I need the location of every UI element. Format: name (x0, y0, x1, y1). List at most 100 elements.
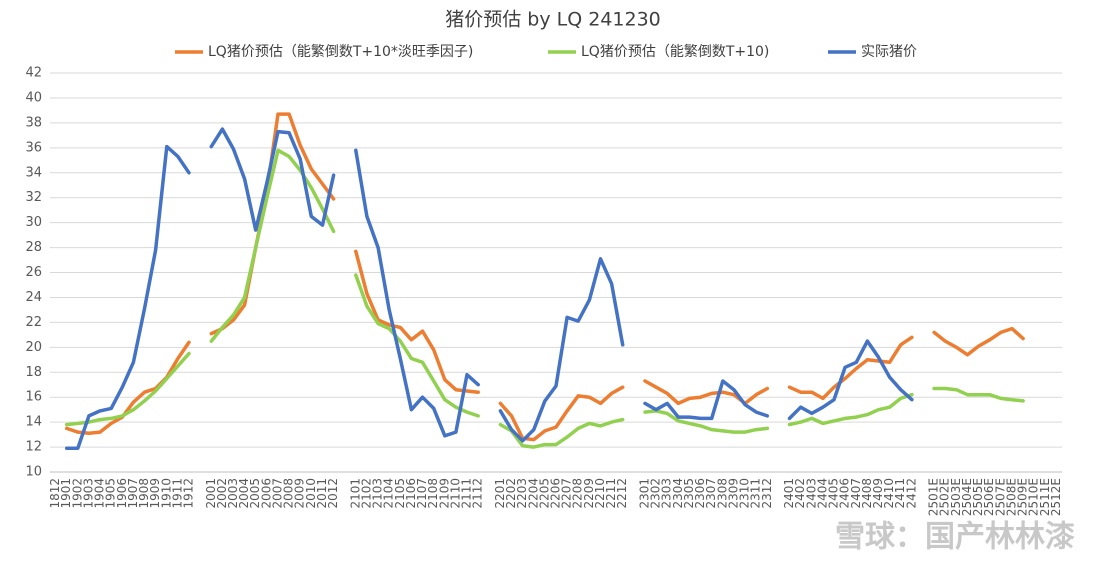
x-tick-label: 2411 (893, 478, 907, 509)
x-tick-label: 2502E (938, 478, 952, 516)
x-tick-label: 2309 (726, 478, 740, 509)
y-tick-label: 20 (25, 340, 42, 355)
x-tick-label: 2209 (582, 478, 596, 509)
x-tick-label: 2402 (793, 478, 807, 509)
y-tick-label: 24 (25, 290, 42, 305)
y-tick-label: 34 (25, 165, 42, 180)
x-tick-label: 2408 (860, 478, 874, 509)
x-tick-label: 2004 (237, 478, 251, 509)
x-tick-label: 2111 (460, 478, 474, 509)
y-tick-label: 18 (25, 365, 42, 380)
legend-label: LQ猪价预估（能繁倒数T+10) (581, 44, 769, 60)
x-tick-label: 2011 (315, 478, 329, 509)
x-tick-label: 2404 (815, 478, 829, 509)
x-tick-label: 2310 (738, 478, 752, 509)
x-tick-label: 2208 (571, 478, 585, 509)
x-tick-label: 2101 (348, 478, 362, 509)
x-tick-label: 2003 (226, 478, 240, 509)
x-tick-label: 2104 (382, 478, 396, 509)
x-tick-label: 2211 (604, 478, 618, 509)
x-tick-label: 2103 (371, 478, 385, 509)
x-tick-label: 2203 (515, 478, 529, 509)
legend-label: LQ猪价预估（能繁倒数T+10*淡旺季因子) (208, 44, 473, 60)
x-tick-label: 2407 (849, 478, 863, 509)
x-tick-label: 2102 (359, 478, 373, 509)
x-tick-label: 2409 (871, 478, 885, 509)
x-tick-label: 2405 (827, 478, 841, 509)
x-tick-label: 1909 (148, 478, 162, 509)
x-tick-label: 2108 (426, 478, 440, 509)
x-tick-label: 2507E (993, 478, 1007, 516)
x-tick-label: 2107 (415, 478, 429, 509)
x-tick-label: 2505E (971, 478, 985, 516)
y-tick-label: 22 (25, 315, 42, 330)
x-tick-label: 2012 (326, 478, 340, 509)
x-tick-label: 2002 (215, 478, 229, 509)
x-tick-label: 2008 (282, 478, 296, 509)
x-tick-label: 2305 (682, 478, 696, 509)
x-tick-label: 2007 (270, 478, 284, 509)
x-tick-label: 2106 (404, 478, 418, 509)
x-tick-label: 2403 (804, 478, 818, 509)
x-tick-label: 2406 (838, 478, 852, 509)
x-tick-label: 2206 (549, 478, 563, 509)
x-tick-label: 2109 (437, 478, 451, 509)
y-tick-label: 10 (25, 465, 42, 480)
x-tick-label: 2508E (1004, 478, 1018, 516)
x-tick-label: 2105 (393, 478, 407, 509)
x-tick-label: 1812 (48, 478, 62, 509)
x-tick-label: 2302 (649, 478, 663, 509)
x-tick-label: 2210 (593, 478, 607, 509)
x-tick-label: 1911 (170, 478, 184, 509)
x-tick-label: 1901 (59, 478, 73, 509)
x-tick-label: 2511E (1038, 478, 1052, 516)
y-tick-label: 14 (25, 415, 42, 430)
chart-title: 猪价预估 by LQ 241230 (445, 9, 661, 31)
x-tick-label: 2009 (293, 478, 307, 509)
x-tick-label: 2001 (204, 478, 218, 509)
x-tick-label: 2010 (304, 478, 318, 509)
x-tick-label: 2504E (960, 478, 974, 516)
legend-label: 实际猪价 (861, 44, 917, 60)
x-tick-label: 1908 (137, 478, 151, 509)
x-tick-label: 2509E (1016, 478, 1030, 516)
series-line (64, 112, 1025, 442)
y-tick-label: 26 (25, 265, 42, 280)
x-tick-label: 1903 (81, 478, 95, 509)
x-tick-label: 2005 (248, 478, 262, 509)
x-tick-label: 2212 (615, 478, 629, 509)
x-tick-label: 2110 (448, 478, 462, 509)
x-tick-label: 2506E (982, 478, 996, 516)
series-line (64, 148, 1025, 449)
x-tick-label: 2311 (749, 478, 763, 509)
x-tick-label: 1905 (104, 478, 118, 509)
x-tick-label: 2312 (760, 478, 774, 509)
x-tick-label: 1906 (115, 478, 129, 509)
x-tick-label: 2512E (1049, 478, 1063, 516)
y-tick-label: 28 (25, 240, 42, 255)
y-tick-label: 40 (25, 90, 42, 105)
x-tick-label: 1910 (159, 478, 173, 509)
x-tick-label: 2204 (526, 478, 540, 509)
y-tick-label: 38 (25, 115, 42, 130)
y-tick-label: 36 (25, 140, 42, 155)
x-tick-label: 1902 (70, 478, 84, 509)
x-tick-label: 2201 (493, 478, 507, 509)
x-tick-label: 2303 (660, 478, 674, 509)
x-tick-label: 1904 (93, 478, 107, 509)
y-tick-label: 12 (25, 440, 42, 455)
x-tick-label: 1912 (182, 478, 196, 509)
x-tick-label: 2304 (671, 478, 685, 509)
x-tick-label: 2401 (782, 478, 796, 509)
x-tick-label: 2308 (715, 478, 729, 509)
x-tick-label: 2006 (259, 478, 273, 509)
x-tick-label: 2207 (560, 478, 574, 509)
y-tick-label: 16 (25, 390, 42, 405)
x-tick-label: 2307 (704, 478, 718, 509)
x-tick-label: 2503E (949, 478, 963, 516)
x-tick-label: 2410 (882, 478, 896, 509)
x-tick-label: 2112 (471, 478, 485, 509)
x-tick-label: 2306 (693, 478, 707, 509)
